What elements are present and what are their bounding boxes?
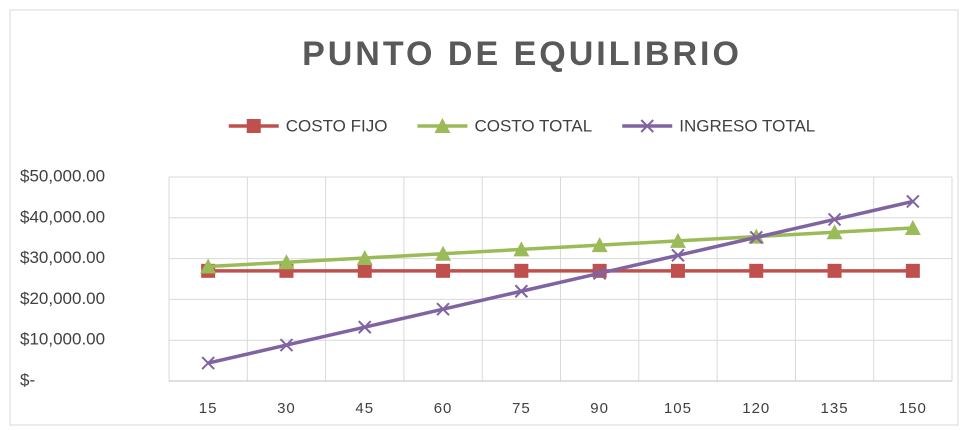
marker [591, 237, 608, 253]
chart-title: PUNTO DE EQUILIBRIO [302, 35, 742, 73]
series-line [207, 199, 914, 365]
marker [358, 320, 372, 334]
marker [434, 118, 451, 133]
legend-item: COSTO TOTAL [417, 116, 592, 135]
legend: COSTO FIJO COSTO TOTAL INGRESO TOTAL [228, 116, 815, 135]
x-tick-label: 60 [434, 400, 453, 417]
marker [592, 266, 607, 280]
series-line [208, 226, 913, 269]
x-tick-label: 105 [664, 400, 692, 417]
legend-item: INGRESO TOTAL [622, 116, 815, 135]
marker [514, 284, 529, 298]
marker [356, 249, 373, 265]
legend-label: COSTO TOTAL [474, 116, 592, 135]
x-tick-label: 15 [199, 400, 218, 417]
marker [357, 263, 372, 278]
x-tick-label: 120 [742, 400, 770, 417]
marker [749, 263, 764, 278]
marker [670, 263, 685, 278]
y-tick-label: $50,000.00 [20, 166, 105, 185]
marker [435, 245, 452, 261]
x-tick-label: 135 [821, 400, 849, 417]
marker [671, 248, 685, 263]
legend-label: COSTO FIJO [286, 116, 388, 135]
y-tick-label: $40,000.00 [20, 207, 105, 226]
y-tick-label: $- [20, 370, 35, 389]
marker [513, 241, 530, 257]
y-tick-label: $20,000.00 [20, 289, 105, 308]
marker [905, 263, 920, 278]
y-tick-label: $30,000.00 [20, 248, 105, 267]
marker [514, 263, 529, 278]
x-tick-label: 30 [277, 400, 296, 417]
marker [278, 254, 295, 270]
y-tick-label: $10,000.00 [20, 330, 105, 349]
x-tick-label: 45 [355, 400, 374, 417]
marker [669, 232, 686, 248]
marker [827, 263, 842, 278]
marker [827, 212, 842, 227]
marker [201, 356, 215, 370]
legend-item: COSTO FIJO [228, 116, 388, 135]
x-tick-label: 150 [899, 400, 927, 417]
x-tick-label: 90 [590, 400, 609, 417]
marker [749, 230, 763, 245]
marker [436, 263, 451, 278]
marker [906, 194, 920, 209]
legend-label: INGRESO TOTAL [679, 116, 815, 135]
marker [436, 302, 450, 316]
x-tick-label: 75 [512, 400, 531, 417]
marker [279, 338, 294, 352]
marker [904, 220, 921, 235]
marker [246, 119, 261, 133]
marker [826, 224, 843, 240]
marker [200, 258, 217, 274]
marker [640, 119, 654, 133]
